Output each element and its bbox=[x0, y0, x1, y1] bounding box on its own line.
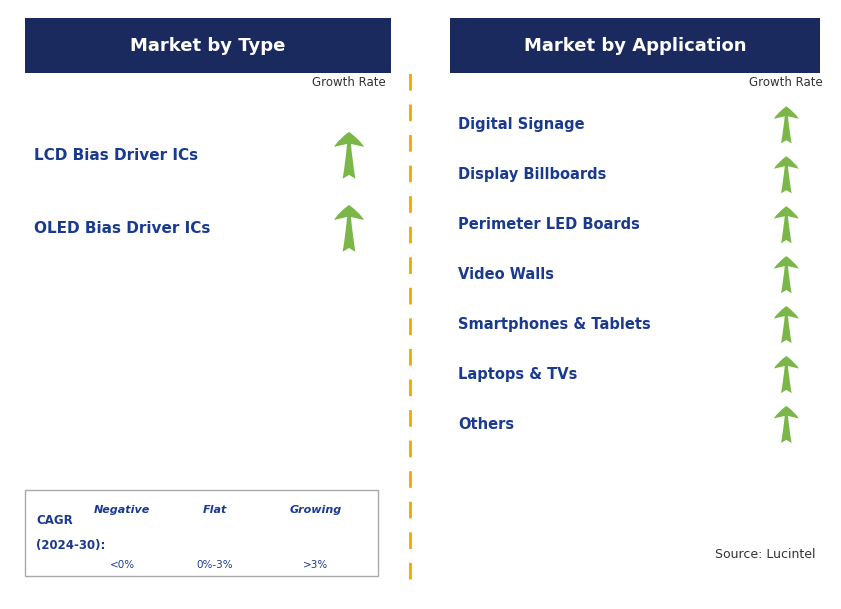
Text: <0%: <0% bbox=[109, 560, 135, 569]
Text: Source: Lucintel: Source: Lucintel bbox=[715, 547, 816, 561]
Text: Market by Application: Market by Application bbox=[524, 37, 746, 55]
Text: Growth Rate: Growth Rate bbox=[312, 76, 386, 89]
FancyBboxPatch shape bbox=[25, 490, 378, 576]
Text: >3%: >3% bbox=[303, 560, 328, 569]
Text: Laptops & TVs: Laptops & TVs bbox=[458, 367, 578, 382]
Text: Growing: Growing bbox=[289, 505, 341, 515]
Text: Negative: Negative bbox=[94, 505, 150, 515]
Text: Growth Rate: Growth Rate bbox=[749, 76, 823, 89]
Text: Display Billboards: Display Billboards bbox=[458, 167, 606, 182]
Text: Video Walls: Video Walls bbox=[458, 267, 554, 282]
Text: OLED Bias Driver ICs: OLED Bias Driver ICs bbox=[34, 221, 210, 236]
Text: Others: Others bbox=[458, 417, 515, 432]
FancyBboxPatch shape bbox=[450, 18, 820, 73]
Text: LCD Bias Driver ICs: LCD Bias Driver ICs bbox=[34, 148, 198, 163]
Text: Digital Signage: Digital Signage bbox=[458, 118, 585, 132]
Text: (2024-30):: (2024-30): bbox=[36, 538, 105, 552]
Text: Flat: Flat bbox=[203, 505, 226, 515]
Text: Perimeter LED Boards: Perimeter LED Boards bbox=[458, 217, 640, 232]
Text: Market by Type: Market by Type bbox=[130, 37, 286, 55]
FancyBboxPatch shape bbox=[25, 18, 391, 73]
Text: CAGR: CAGR bbox=[36, 514, 73, 527]
Text: Smartphones & Tablets: Smartphones & Tablets bbox=[458, 317, 651, 332]
Text: 0%-3%: 0%-3% bbox=[196, 560, 233, 569]
